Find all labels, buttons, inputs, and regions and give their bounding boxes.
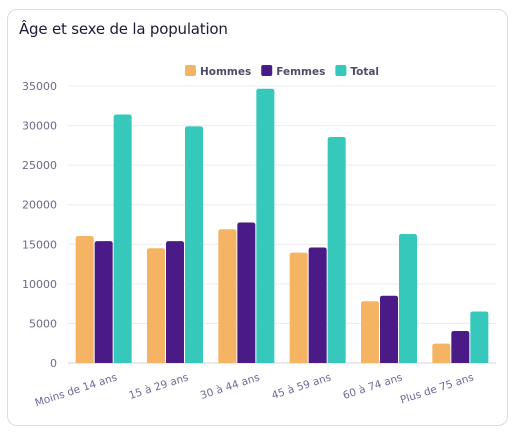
bar-total-3 [327, 137, 346, 363]
bar-hommes-3 [289, 252, 308, 363]
legend-label-femmes[interactable]: Femmes [276, 66, 325, 78]
bar-hommes-2 [218, 229, 237, 363]
bar-femmes-5 [451, 330, 470, 363]
bar-hommes-0 [75, 235, 94, 363]
x-tick-label: Plus de 75 ans [399, 371, 475, 406]
legend-swatch-femmes [261, 65, 273, 76]
legend-swatch-hommes [184, 65, 196, 76]
bar-total-4 [399, 233, 417, 363]
bar-hommes-5 [432, 343, 451, 363]
x-tick-label: 30 à 44 ans [199, 371, 261, 401]
grid-lines [68, 85, 496, 364]
x-tick-label: 60 à 74 ans [342, 371, 404, 401]
bar-femmes-3 [308, 247, 327, 363]
bars [75, 88, 489, 364]
bar-femmes-0 [94, 241, 113, 363]
x-tick-label: 45 à 59 ans [270, 371, 332, 401]
legend-label-hommes[interactable]: Hommes [200, 66, 251, 78]
bar-hommes-4 [361, 301, 379, 363]
y-tick-label: 25000 [22, 159, 57, 172]
bar-femmes-1 [166, 241, 184, 363]
x-tick-label: 15 à 29 ans [128, 371, 190, 401]
y-tick-label: 5000 [29, 317, 57, 330]
x-axis: Moins de 14 ans 15 à 29 ans 30 à 44 ans 45 … [33, 371, 475, 409]
bar-total-1 [185, 126, 203, 363]
y-axis: 0 5000 10000 15000 20000 25000 30000 35000 [22, 80, 57, 370]
legend-swatch-total [335, 65, 347, 76]
y-tick-label: 20000 [22, 199, 57, 212]
bar-total-5 [470, 311, 489, 363]
y-tick-label: 0 [50, 357, 57, 370]
legend-label-total[interactable]: Total [350, 66, 379, 78]
bar-hommes-1 [147, 248, 165, 363]
legend: Hommes Femmes Total [184, 65, 379, 78]
bar-femmes-2 [237, 222, 256, 363]
y-tick-label: 10000 [22, 278, 57, 291]
chart-title: Âge et sexe de la population [19, 20, 228, 38]
bar-femmes-4 [380, 295, 398, 363]
y-tick-label: 15000 [22, 238, 57, 251]
x-tick-label: Moins de 14 ans [33, 371, 118, 409]
bar-total-0 [113, 114, 132, 364]
y-tick-label: 35000 [22, 80, 57, 93]
bar-total-2 [256, 88, 275, 364]
y-tick-label: 30000 [22, 120, 57, 133]
